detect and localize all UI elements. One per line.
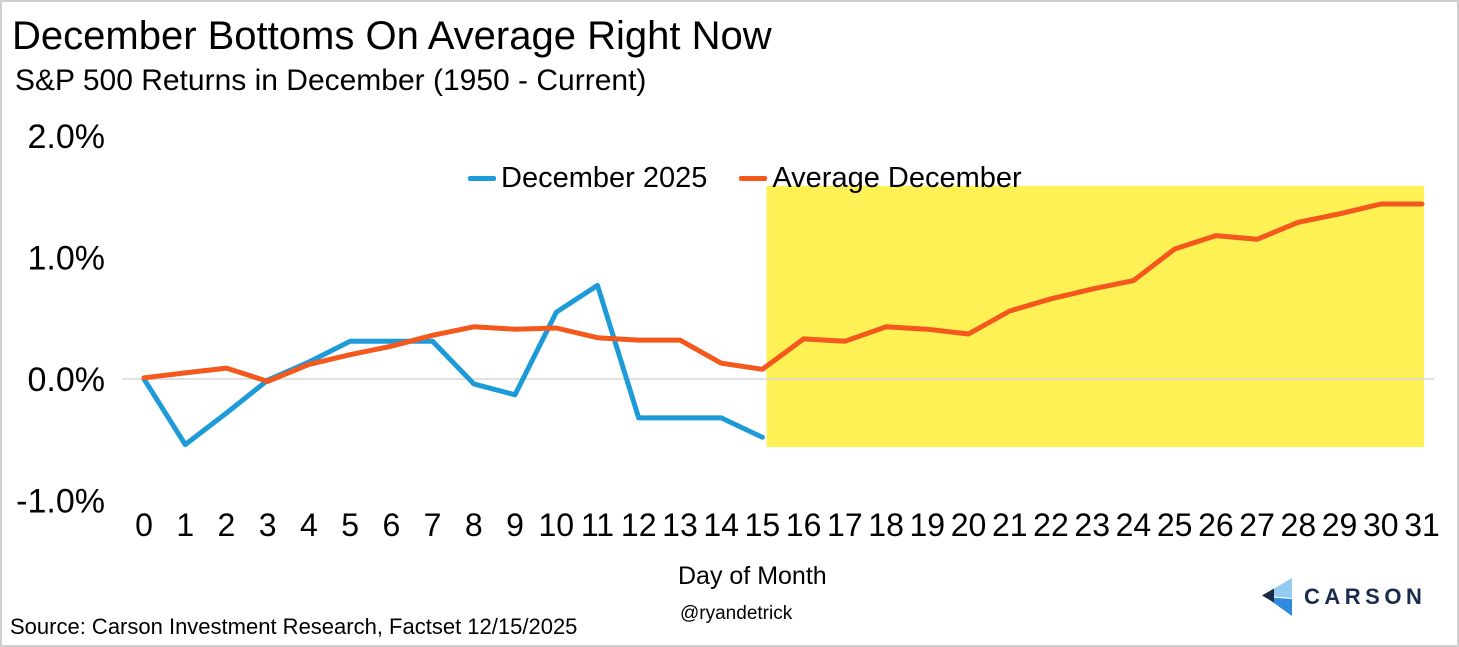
chart-title: December Bottoms On Average Right Now	[12, 14, 772, 58]
x-tick-label: 3	[259, 507, 277, 543]
x-tick-label: 25	[1157, 507, 1193, 543]
x-tick-label: 21	[992, 507, 1028, 543]
x-tick-label: 10	[538, 507, 574, 543]
chart-subtitle: S&P 500 Returns in December (1950 - Curr…	[15, 64, 647, 97]
author-handle: @ryandetrick	[680, 603, 793, 624]
source-note: Source: Carson Investment Research, Fact…	[10, 614, 578, 639]
legend-item-average-december: Average December	[739, 162, 1022, 195]
x-tick-label: 12	[621, 507, 657, 543]
x-tick-label: 13	[662, 507, 698, 543]
y-tick-label: -1.0%	[16, 483, 105, 521]
y-tick-label: 0.0%	[28, 361, 106, 399]
x-tick-label: 4	[300, 507, 318, 543]
x-tick-label: 6	[382, 507, 400, 543]
x-tick-label: 1	[176, 507, 194, 543]
x-tick-label: 24	[1116, 507, 1152, 543]
carson-logo: CARSON	[1260, 578, 1426, 616]
legend-label: December 2025	[501, 162, 708, 194]
x-tick-label: 20	[951, 507, 987, 543]
x-tick-label: 30	[1363, 507, 1399, 543]
x-tick-label: 31	[1404, 507, 1440, 543]
chart-legend: December 2025 Average December	[468, 162, 1022, 195]
x-tick-label: 23	[1074, 507, 1110, 543]
x-tick-label: 2	[218, 507, 236, 543]
x-tick-label: 7	[424, 507, 442, 543]
x-tick-label: 9	[506, 507, 524, 543]
y-tick-label: 1.0%	[28, 240, 106, 278]
x-tick-label: 29	[1322, 507, 1358, 543]
x-tick-label: 5	[341, 507, 359, 543]
x-tick-label: 11	[581, 507, 614, 543]
x-tick-label: 22	[1033, 507, 1069, 543]
highlight-region	[766, 185, 1425, 448]
x-tick-label: 17	[827, 507, 863, 543]
x-tick-label: 28	[1281, 507, 1317, 543]
series-line-average-december	[141, 201, 1425, 384]
x-tick-label: 18	[868, 507, 904, 543]
x-tick-label: 27	[1239, 507, 1275, 543]
x-tick-label: 16	[786, 507, 822, 543]
legend-line-marker-icon	[739, 176, 768, 181]
x-tick-label: 8	[465, 507, 483, 543]
x-tick-label: 19	[909, 507, 945, 543]
x-axis-title: Day of Month	[678, 562, 827, 590]
x-tick-label: 14	[703, 507, 739, 543]
series-line-december-2025	[141, 282, 765, 448]
carson-logo-text: CARSON	[1304, 584, 1427, 609]
carson-logo-icon	[1262, 578, 1292, 616]
y-tick-label: 2.0%	[28, 118, 106, 156]
x-tick-label: 15	[745, 507, 781, 543]
legend-line-marker-icon	[468, 176, 496, 181]
legend-label: Average December	[772, 162, 1022, 194]
x-tick-label: 0	[135, 507, 153, 543]
legend-item-december-2025: December 2025	[468, 162, 707, 195]
x-tick-label: 26	[1198, 507, 1234, 543]
